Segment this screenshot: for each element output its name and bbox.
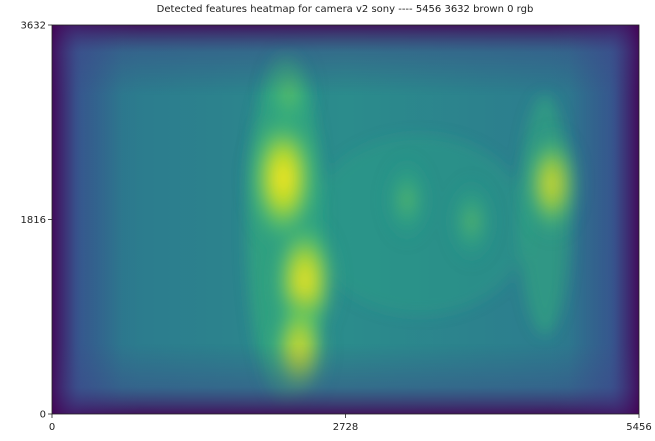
x-tick-label: 2728 [333,422,358,433]
chart-title: Detected features heatmap for camera v2 … [156,4,534,15]
heatmap-edge-fade-horizontal [52,25,639,414]
y-tick-label: 0 [40,410,46,421]
y-tick-label: 1816 [21,215,46,226]
x-tick-label: 0 [49,422,55,433]
y-tick-label: 3632 [21,21,46,32]
x-tick-label: 5456 [626,422,651,433]
